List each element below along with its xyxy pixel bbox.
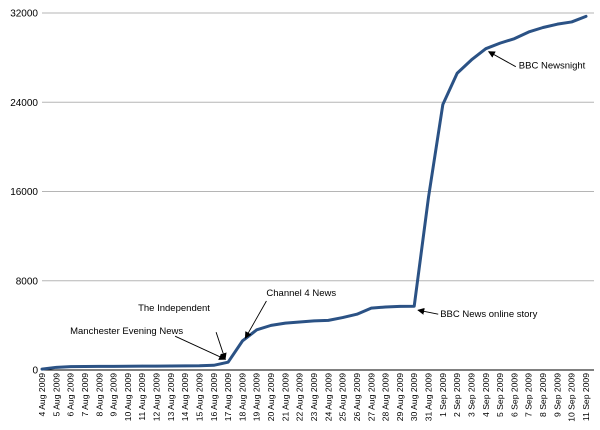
x-tick-label: 11 Aug 2009 xyxy=(137,373,147,421)
annotation-label: Channel 4 News xyxy=(266,288,336,299)
data-point xyxy=(398,305,402,308)
y-tick-label: 24000 xyxy=(10,98,38,109)
data-point xyxy=(83,365,87,368)
data-point xyxy=(513,37,516,40)
annotation-arrow xyxy=(417,307,439,315)
y-tick-label: 16000 xyxy=(10,187,38,198)
data-point xyxy=(98,365,101,368)
annotation-label: Manchester Evening News xyxy=(70,326,183,337)
x-tick-label: 18 Aug 2009 xyxy=(237,373,247,421)
x-tick-label: 22 Aug 2009 xyxy=(295,373,305,421)
x-tick-label: 6 Aug 2009 xyxy=(66,373,76,417)
x-tick-label: 17 Aug 2009 xyxy=(223,373,233,421)
x-tick-label: 29 Aug 2009 xyxy=(395,373,405,421)
data-point xyxy=(355,313,359,316)
x-tick-label: 1 Sep 2009 xyxy=(438,373,448,417)
data-point xyxy=(470,58,473,62)
data-point xyxy=(427,195,430,199)
x-tick-label: 15 Aug 2009 xyxy=(194,373,204,421)
data-point xyxy=(69,365,72,368)
data-point xyxy=(441,103,445,106)
x-tick-label: 4 Sep 2009 xyxy=(481,373,491,417)
x-tick-label: 28 Aug 2009 xyxy=(381,373,391,421)
data-point xyxy=(556,22,559,26)
data-point xyxy=(327,319,330,322)
data-point xyxy=(269,324,273,327)
data-point xyxy=(241,339,244,343)
x-tick-label: 14 Aug 2009 xyxy=(180,373,190,421)
data-point xyxy=(183,364,187,368)
annotation-label: BBC News online story xyxy=(440,309,537,320)
data-point xyxy=(126,365,130,368)
x-tick-label: 20 Aug 2009 xyxy=(266,373,276,421)
annotation-arrow xyxy=(215,332,227,361)
x-tick-label: 16 Aug 2009 xyxy=(209,373,219,421)
data-point xyxy=(112,365,115,368)
data-point xyxy=(198,364,201,367)
data-point xyxy=(341,316,344,319)
y-axis-ticks: 0 8000 16000 24000 32000 xyxy=(10,9,38,377)
x-tick-label: 27 Aug 2009 xyxy=(366,373,376,421)
annotation-label: BBC Newsnight xyxy=(519,61,586,72)
data-point xyxy=(413,304,416,308)
data-point xyxy=(384,305,387,309)
x-tick-label: 5 Aug 2009 xyxy=(51,373,61,417)
data-point xyxy=(141,364,144,368)
x-tick-label: 4 Aug 2009 xyxy=(37,373,47,417)
x-tick-label: 8 Sep 2009 xyxy=(538,373,548,417)
annotations: Manchester Evening News The Independent Ch… xyxy=(70,51,586,361)
x-tick-label: 26 Aug 2009 xyxy=(352,373,362,421)
x-tick-label: 3 Sep 2009 xyxy=(466,373,476,417)
annotation-arrow xyxy=(244,300,267,339)
data-point xyxy=(455,72,459,75)
x-tick-label: 2 Sep 2009 xyxy=(452,373,462,417)
series-layer xyxy=(40,14,588,371)
gridlines xyxy=(42,12,594,371)
data-point xyxy=(284,321,287,325)
x-tick-label: 13 Aug 2009 xyxy=(166,373,176,421)
data-point xyxy=(169,364,173,368)
data-point xyxy=(255,328,258,332)
x-tick-label: 9 Sep 2009 xyxy=(552,373,562,417)
data-point xyxy=(55,366,58,369)
x-tick-label: 9 Aug 2009 xyxy=(109,373,119,417)
x-tick-label: 10 Aug 2009 xyxy=(123,373,133,421)
x-tick-label: 7 Sep 2009 xyxy=(524,373,534,417)
x-tick-label: 7 Aug 2009 xyxy=(80,373,90,417)
x-tick-label: 25 Aug 2009 xyxy=(338,373,348,421)
annotation-arrow xyxy=(487,51,517,68)
y-tick-label: 0 xyxy=(32,366,38,377)
x-axis-ticks: 4 Aug 2009 5 Aug 2009 6 Aug 2009 7 Aug 2009… xyxy=(37,373,591,422)
data-point xyxy=(570,20,573,24)
data-point xyxy=(498,41,502,45)
y-tick-label: 32000 xyxy=(10,9,38,20)
x-tick-label: 21 Aug 2009 xyxy=(280,373,290,421)
data-point xyxy=(370,306,373,310)
data-point xyxy=(226,360,230,364)
x-tick-label: 30 Aug 2009 xyxy=(409,373,419,421)
x-tick-label: 19 Aug 2009 xyxy=(252,373,262,421)
data-point xyxy=(527,30,530,34)
data-point xyxy=(155,364,158,368)
data-point xyxy=(541,26,545,29)
y-tick-label: 8000 xyxy=(16,276,39,287)
x-tick-label: 24 Aug 2009 xyxy=(323,373,333,421)
x-tick-label: 23 Aug 2009 xyxy=(309,373,319,421)
x-tick-label: 10 Sep 2009 xyxy=(567,373,577,422)
data-point xyxy=(584,15,588,18)
data-point xyxy=(212,364,215,367)
data-point xyxy=(312,319,316,323)
x-tick-label: 31 Aug 2009 xyxy=(424,373,434,421)
x-tick-label: 5 Sep 2009 xyxy=(495,373,505,417)
annotation-arrow xyxy=(174,335,227,360)
x-tick-label: 11 Sep 2009 xyxy=(581,373,591,421)
x-tick-label: 12 Aug 2009 xyxy=(152,373,162,421)
data-point xyxy=(40,367,44,371)
x-tick-label: 6 Sep 2009 xyxy=(509,373,519,417)
x-tick-label: 8 Aug 2009 xyxy=(94,373,104,417)
annotation-label: The Independent xyxy=(138,303,210,314)
data-point xyxy=(298,320,301,324)
data-point xyxy=(484,47,487,50)
